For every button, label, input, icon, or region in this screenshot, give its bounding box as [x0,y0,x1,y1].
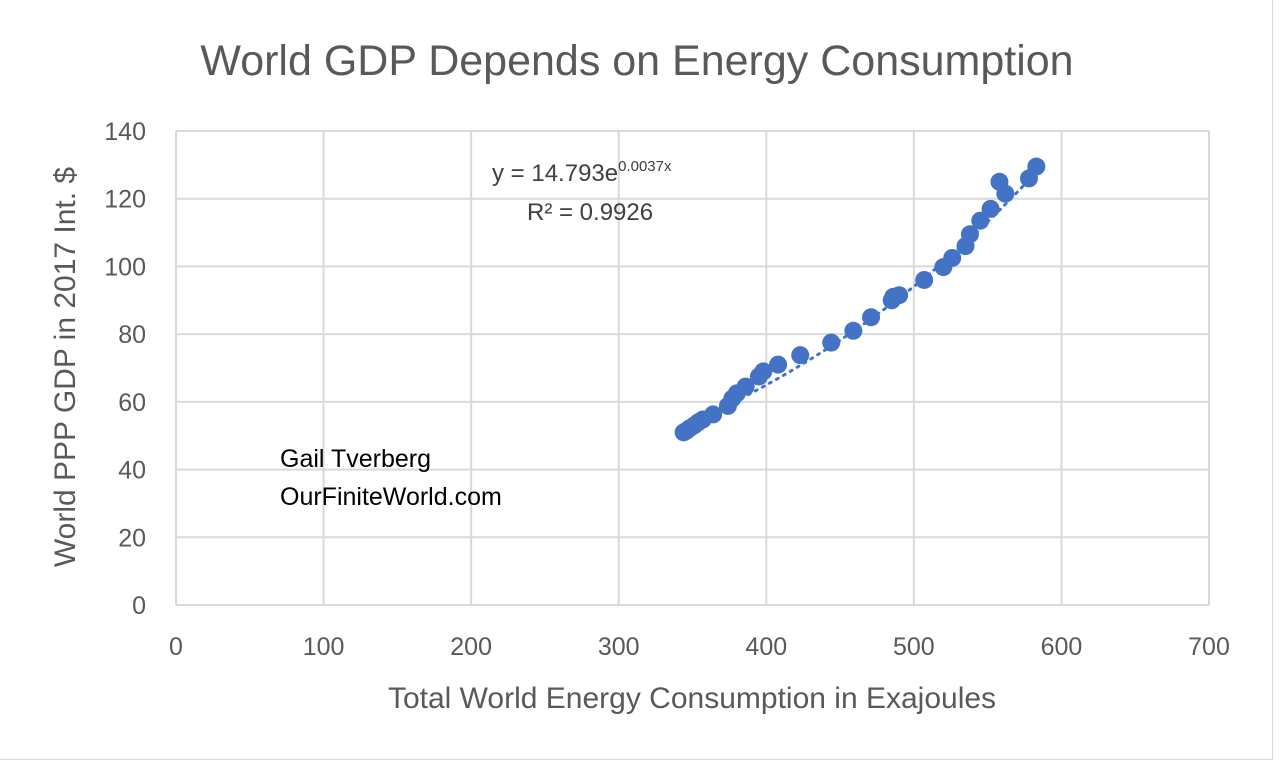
equation-exponent: 0.0037x [618,158,672,175]
y-axis-title: World PPP GDP in 2017 Int. $ [49,167,82,568]
x-tick-label: 600 [1041,633,1083,661]
author-credit: Gail Tverberg [280,445,431,473]
data-point [844,321,863,340]
y-tick-label: 60 [118,389,146,417]
tick-labels: 0 20 40 60 80 100 120 140 0 100 200 300 400 500 600 700 [104,118,1230,661]
data-point [862,308,881,327]
data-point [890,286,909,305]
r-squared-label: R² = 0.9926 [527,199,653,226]
data-point [915,270,934,289]
data-point [960,225,979,244]
data-point [769,355,788,374]
website-credit: OurFiniteWorld.com [280,483,502,511]
data-point [791,346,810,365]
data-point [822,333,841,352]
y-tick-label: 80 [118,321,146,349]
x-tick-label: 300 [598,633,640,661]
x-tick-label: 700 [1188,633,1230,661]
x-tick-label: 0 [169,633,183,661]
x-tick-label: 400 [745,633,787,661]
x-axis-title: Total World Energy Consumption in Exajou… [388,682,996,715]
trendline-equation: y = 14.793e0.0037x [492,158,672,187]
data-point [981,199,1000,218]
data-point [943,248,962,267]
data-point [1027,157,1046,176]
data-point [971,211,990,230]
x-tick-label: 200 [450,633,492,661]
y-tick-label: 40 [118,457,146,485]
chart-title: World GDP Depends on Energy Consumption [200,37,1073,85]
data-point [754,362,773,381]
y-tick-label: 140 [104,118,146,146]
data-points [674,157,1046,442]
gridlines [175,130,1210,606]
y-tick-label: 100 [104,253,146,281]
y-tick-label: 0 [132,592,146,620]
x-tick-label: 100 [303,633,345,661]
y-tick-label: 20 [118,524,146,552]
data-point [996,184,1015,203]
equation-main: y = 14.793e [492,160,618,187]
x-tick-label: 500 [893,633,935,661]
data-point [736,377,755,396]
y-tick-label: 120 [104,186,146,214]
data-point [704,405,723,424]
